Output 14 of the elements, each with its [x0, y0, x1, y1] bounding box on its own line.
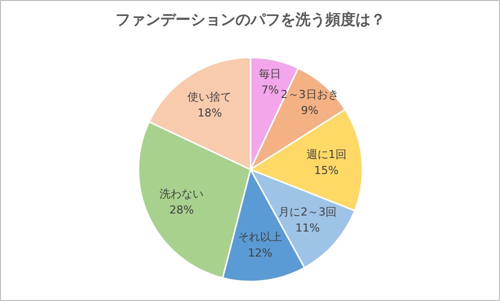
slice-label: 洗わない: [160, 187, 204, 200]
data-label: 12%: [248, 246, 272, 260]
data-label: 7%: [261, 84, 279, 97]
slice-label: 月に2～3回: [278, 205, 337, 218]
data-label: 11%: [295, 221, 320, 234]
data-label: 9%: [301, 104, 318, 117]
slice-label: 週に1回: [306, 148, 346, 161]
data-label: 28%: [169, 203, 194, 216]
data-label: 15%: [314, 164, 339, 177]
slice-label: 毎日: [259, 68, 282, 81]
slice-label: 使い捨て: [188, 90, 232, 104]
data-label: 18%: [197, 106, 222, 120]
chart-title: ファンデーションのパフを洗う頻度は？: [116, 10, 386, 28]
slice-label: それ以上: [238, 230, 282, 244]
